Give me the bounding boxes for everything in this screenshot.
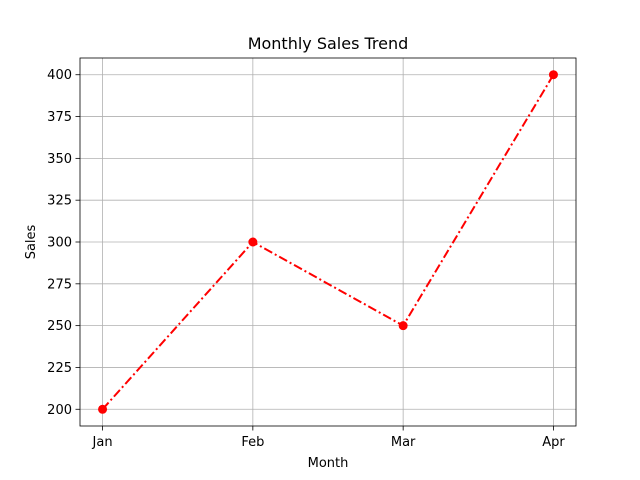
data-point-marker (98, 404, 108, 414)
y-tick-label: 225 (47, 361, 72, 376)
data-series (98, 70, 558, 414)
chart-title: Monthly Sales Trend (248, 34, 409, 53)
y-tick-label: 200 (47, 403, 72, 418)
y-axis-label: Sales (24, 224, 39, 259)
y-tick-label: 400 (47, 68, 72, 83)
y-tick-label: 275 (47, 277, 72, 292)
y-tick-label: 375 (47, 110, 72, 125)
x-axis-label: Month (308, 456, 349, 471)
series-line (101, 74, 555, 410)
axis-ticks: Jan Feb Mar Apr 200 225 250 275 300 325 350 375 400 (47, 68, 565, 450)
y-tick-label: 250 (47, 319, 72, 334)
x-tick-label: Feb (241, 435, 264, 450)
plot-area-frame (79, 57, 577, 427)
y-tick-label: 300 (47, 236, 72, 251)
x-tick-label: Jan (92, 435, 113, 450)
grid (80, 58, 576, 426)
data-point-marker (548, 70, 558, 80)
y-tick-label: 325 (47, 194, 72, 209)
data-point-marker (248, 237, 258, 247)
data-point-marker (398, 321, 408, 331)
x-tick-label: Apr (542, 435, 565, 450)
y-tick-label: 350 (47, 152, 72, 167)
x-tick-label: Mar (391, 435, 416, 450)
